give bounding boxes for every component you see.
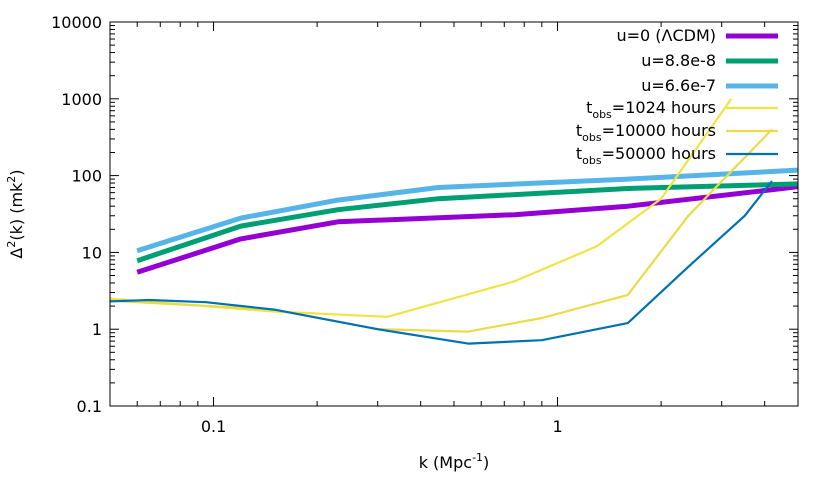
axis-ticks — [109, 21, 799, 407]
series-line-2 — [136, 181, 798, 264]
series-line-6 — [110, 180, 773, 345]
series-line-4 — [110, 98, 733, 318]
y-tick-label: 0.1 — [77, 397, 102, 416]
tick-labels: 0.1 1 10 100 1000 10000 0.1 1 — [51, 13, 563, 436]
y-tick-label: 1 — [92, 320, 102, 339]
legend-label: u=8.8e-8 — [641, 51, 716, 70]
y-tick-label: 100 — [71, 167, 102, 186]
legend-entry-5: tobs=10000 hours — [576, 121, 778, 144]
legend-entry-2: u=8.8e-8 — [641, 51, 778, 70]
legend-label: tobs=1024 hours — [586, 98, 716, 121]
legend-entry-3: u=6.6e-7 — [641, 76, 778, 95]
legend: u=0 (ΛCDM) u=8.8e-8 u=6.6e-7 tobs=1024 hour… — [576, 26, 778, 167]
legend-label: tobs=50000 hours — [576, 144, 716, 167]
x-axis-title: k (Mpc-1) — [419, 451, 490, 472]
series-line-1 — [136, 184, 798, 275]
y-tick-label: 10 — [82, 243, 102, 262]
y-tick-label: 1000 — [61, 90, 102, 109]
plot-frame — [109, 21, 799, 407]
series-layer — [110, 98, 798, 345]
legend-entry-6: tobs=50000 hours — [576, 144, 778, 167]
legend-label: u=6.6e-7 — [641, 76, 716, 95]
series-line-3 — [136, 167, 798, 254]
legend-entry-1: u=0 (ΛCDM) — [616, 26, 778, 45]
y-axis-title: Δ2(k) (mk2) — [5, 169, 26, 258]
legend-label: u=0 (ΛCDM) — [616, 26, 716, 45]
legend-label: tobs=10000 hours — [576, 121, 716, 144]
x-tick-label: 0.1 — [201, 417, 226, 436]
x-tick-label: 1 — [552, 417, 562, 436]
legend-entry-4: tobs=1024 hours — [586, 98, 778, 121]
y-tick-label: 10000 — [51, 13, 102, 32]
